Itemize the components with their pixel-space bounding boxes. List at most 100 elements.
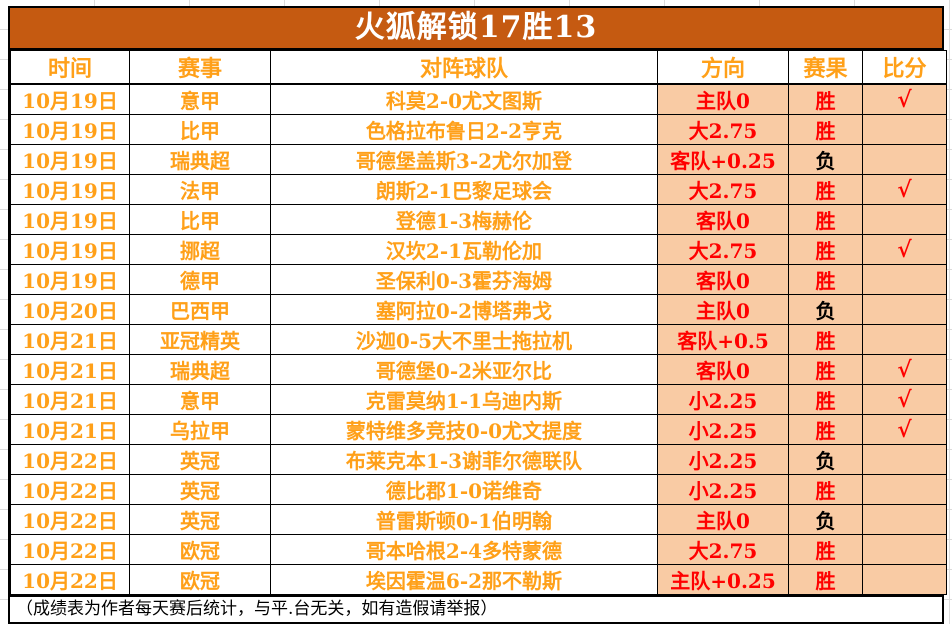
header-time[interactable]: 时间 xyxy=(10,50,130,85)
match-cell[interactable]: 朗斯2-1巴黎足球会 xyxy=(270,174,658,205)
league-cell[interactable]: 意甲 xyxy=(129,83,271,115)
time-cell[interactable]: 10月22日 xyxy=(10,444,130,475)
time-cell[interactable]: 10月21日 xyxy=(10,354,130,385)
league-cell[interactable]: 欧冠 xyxy=(129,534,271,565)
direction-cell[interactable]: 小2.25 xyxy=(657,444,789,475)
direction-cell[interactable]: 大2.75 xyxy=(657,234,789,265)
result-cell[interactable]: 胜 xyxy=(788,234,863,265)
score-cell[interactable] xyxy=(862,114,947,145)
result-cell[interactable]: 胜 xyxy=(788,204,863,235)
league-cell[interactable]: 欧冠 xyxy=(129,564,271,595)
score-cell[interactable] xyxy=(862,534,947,565)
time-cell[interactable]: 10月19日 xyxy=(10,174,130,205)
time-cell[interactable]: 10月19日 xyxy=(10,234,130,265)
score-cell[interactable] xyxy=(862,144,947,175)
header-score[interactable]: 比分 xyxy=(862,50,947,85)
direction-cell[interactable]: 主队+0.25 xyxy=(657,564,789,595)
direction-cell[interactable]: 小2.25 xyxy=(657,384,789,415)
league-cell[interactable]: 英冠 xyxy=(129,474,271,505)
result-cell[interactable]: 胜 xyxy=(788,324,863,355)
score-cell[interactable] xyxy=(862,264,947,295)
score-cell[interactable] xyxy=(862,204,947,235)
time-cell[interactable]: 10月21日 xyxy=(10,324,130,355)
result-cell[interactable]: 胜 xyxy=(788,354,863,385)
direction-cell[interactable]: 主队0 xyxy=(657,294,789,325)
direction-cell[interactable]: 小2.25 xyxy=(657,414,789,445)
match-cell[interactable]: 德比郡1-0诺维奇 xyxy=(270,474,658,505)
direction-cell[interactable]: 客队0 xyxy=(657,204,789,235)
league-cell[interactable]: 英冠 xyxy=(129,444,271,475)
score-cell[interactable] xyxy=(862,294,947,325)
league-cell[interactable]: 法甲 xyxy=(129,174,271,205)
score-cell[interactable] xyxy=(862,324,947,355)
league-cell[interactable]: 瑞典超 xyxy=(129,354,271,385)
time-cell[interactable]: 10月19日 xyxy=(10,114,130,145)
time-cell[interactable]: 10月19日 xyxy=(10,264,130,295)
result-cell[interactable]: 胜 xyxy=(788,174,863,205)
score-cell[interactable]: √ xyxy=(862,174,947,205)
result-cell[interactable]: 胜 xyxy=(788,474,863,505)
league-cell[interactable]: 乌拉甲 xyxy=(129,414,271,445)
league-cell[interactable]: 意甲 xyxy=(129,384,271,415)
match-cell[interactable]: 哥德堡盖斯3-2尤尔加登 xyxy=(270,144,658,175)
direction-cell[interactable]: 大2.75 xyxy=(657,534,789,565)
direction-cell[interactable]: 客队+0.25 xyxy=(657,144,789,175)
match-cell[interactable]: 色格拉布鲁日2-2亨克 xyxy=(270,114,658,145)
result-cell[interactable]: 胜 xyxy=(788,83,863,115)
header-result[interactable]: 赛果 xyxy=(788,50,863,85)
match-cell[interactable]: 沙迦0-5大不里士拖拉机 xyxy=(270,324,658,355)
time-cell[interactable]: 10月22日 xyxy=(10,474,130,505)
header-direction[interactable]: 方向 xyxy=(657,50,789,85)
sheet-title[interactable]: 火狐解锁17胜13 xyxy=(10,8,942,50)
league-cell[interactable]: 英冠 xyxy=(129,504,271,535)
match-cell[interactable]: 哥德堡0-2米亚尔比 xyxy=(270,354,658,385)
match-cell[interactable]: 蒙特维多竞技0-0尤文提度 xyxy=(270,414,658,445)
league-cell[interactable]: 瑞典超 xyxy=(129,144,271,175)
match-cell[interactable]: 科莫2-0尤文图斯 xyxy=(270,83,658,115)
time-cell[interactable]: 10月19日 xyxy=(10,83,130,115)
time-cell[interactable]: 10月20日 xyxy=(10,294,130,325)
score-cell[interactable]: √ xyxy=(862,234,947,265)
result-cell[interactable]: 胜 xyxy=(788,414,863,445)
score-cell[interactable] xyxy=(862,474,947,505)
direction-cell[interactable]: 主队0 xyxy=(657,83,789,115)
direction-cell[interactable]: 小2.25 xyxy=(657,474,789,505)
header-league[interactable]: 赛事 xyxy=(129,50,271,85)
match-cell[interactable]: 埃因霍温6-2那不勒斯 xyxy=(270,564,658,595)
footer-note[interactable]: （成绩表为作者每天赛后统计，与平.台无关，如有造假请举报） xyxy=(10,595,942,622)
time-cell[interactable]: 10月22日 xyxy=(10,564,130,595)
league-cell[interactable]: 挪超 xyxy=(129,234,271,265)
match-cell[interactable]: 哥本哈根2-4多特蒙德 xyxy=(270,534,658,565)
direction-cell[interactable]: 客队0 xyxy=(657,354,789,385)
league-cell[interactable]: 比甲 xyxy=(129,204,271,235)
direction-cell[interactable]: 大2.75 xyxy=(657,174,789,205)
score-cell[interactable]: √ xyxy=(862,384,947,415)
header-match[interactable]: 对阵球队 xyxy=(270,50,658,85)
league-cell[interactable]: 亚冠精英 xyxy=(129,324,271,355)
result-cell[interactable]: 负 xyxy=(788,294,863,325)
match-cell[interactable]: 普雷斯顿0-1伯明翰 xyxy=(270,504,658,535)
league-cell[interactable]: 比甲 xyxy=(129,114,271,145)
league-cell[interactable]: 巴西甲 xyxy=(129,294,271,325)
result-cell[interactable]: 负 xyxy=(788,504,863,535)
match-cell[interactable]: 登德1-3梅赫伦 xyxy=(270,204,658,235)
result-cell[interactable]: 胜 xyxy=(788,534,863,565)
time-cell[interactable]: 10月22日 xyxy=(10,534,130,565)
result-cell[interactable]: 胜 xyxy=(788,114,863,145)
score-cell[interactable] xyxy=(862,504,947,535)
match-cell[interactable]: 塞阿拉0-2博塔弗戈 xyxy=(270,294,658,325)
result-cell[interactable]: 胜 xyxy=(788,384,863,415)
result-cell[interactable]: 负 xyxy=(788,444,863,475)
direction-cell[interactable]: 大2.75 xyxy=(657,114,789,145)
time-cell[interactable]: 10月21日 xyxy=(10,414,130,445)
time-cell[interactable]: 10月21日 xyxy=(10,384,130,415)
score-cell[interactable]: √ xyxy=(862,83,947,115)
match-cell[interactable]: 汉坎2-1瓦勒伦加 xyxy=(270,234,658,265)
direction-cell[interactable]: 主队0 xyxy=(657,504,789,535)
time-cell[interactable]: 10月19日 xyxy=(10,204,130,235)
match-cell[interactable]: 克雷莫纳1-1乌迪内斯 xyxy=(270,384,658,415)
match-cell[interactable]: 圣保利0-3霍芬海姆 xyxy=(270,264,658,295)
league-cell[interactable]: 德甲 xyxy=(129,264,271,295)
direction-cell[interactable]: 客队+0.5 xyxy=(657,324,789,355)
score-cell[interactable]: √ xyxy=(862,354,947,385)
